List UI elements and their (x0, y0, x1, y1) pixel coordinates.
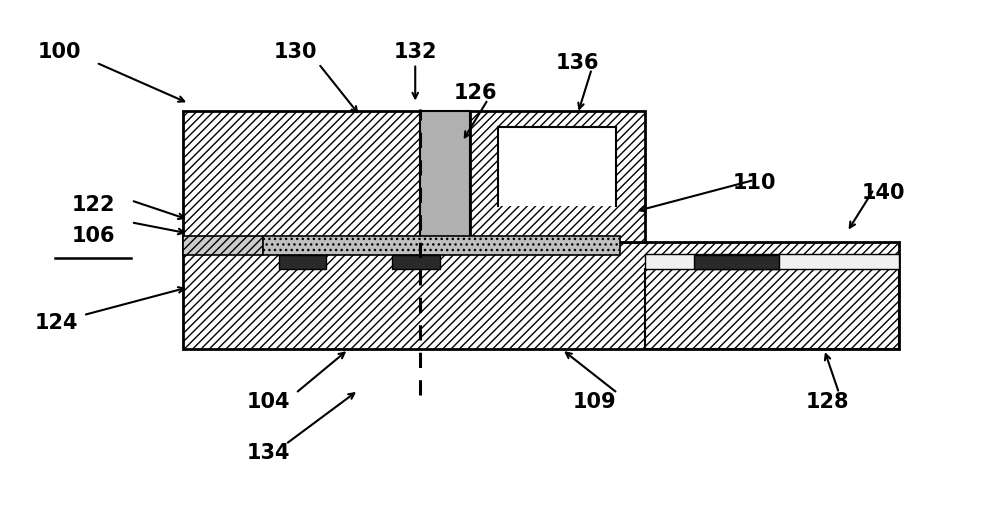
Text: 122: 122 (71, 195, 115, 215)
Text: 126: 126 (453, 83, 497, 103)
Bar (470, 111, 645, 242)
Text: 136: 136 (556, 53, 600, 73)
Text: 140: 140 (862, 183, 906, 203)
Bar (183, 242, 899, 349)
Text: 132: 132 (393, 43, 437, 63)
Text: 110: 110 (733, 172, 776, 192)
Text: 109: 109 (573, 392, 617, 412)
Bar (183, 111, 420, 242)
Text: 128: 128 (805, 392, 849, 412)
Bar (498, 127, 616, 207)
Bar (279, 255, 326, 269)
Bar (392, 255, 440, 269)
Bar (645, 254, 899, 269)
Bar (694, 255, 779, 269)
Text: 134: 134 (247, 443, 290, 463)
Text: 124: 124 (34, 313, 78, 333)
Text: 130: 130 (274, 43, 317, 63)
Text: 100: 100 (37, 43, 81, 63)
Bar (263, 235, 620, 255)
Text: 104: 104 (247, 392, 290, 412)
Bar (183, 235, 263, 255)
Text: 106: 106 (71, 226, 115, 246)
Bar (420, 111, 470, 242)
Bar (645, 269, 899, 349)
